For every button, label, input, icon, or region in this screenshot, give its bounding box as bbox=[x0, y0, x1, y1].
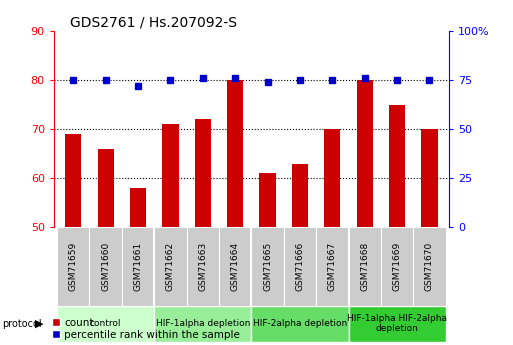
Bar bbox=[251, 227, 284, 306]
Bar bbox=[219, 227, 251, 306]
Text: GSM71667: GSM71667 bbox=[328, 242, 337, 291]
Bar bbox=[195, 119, 211, 227]
Text: HIF-1alpha depletion: HIF-1alpha depletion bbox=[155, 319, 250, 328]
Bar bbox=[348, 227, 381, 306]
Text: GSM71666: GSM71666 bbox=[295, 242, 304, 291]
Text: control: control bbox=[90, 319, 122, 328]
Bar bbox=[57, 306, 154, 342]
Bar bbox=[187, 227, 219, 306]
Text: GSM71661: GSM71661 bbox=[133, 242, 143, 291]
Text: GSM71669: GSM71669 bbox=[392, 242, 402, 291]
Bar bbox=[413, 227, 446, 306]
Text: GSM71670: GSM71670 bbox=[425, 242, 434, 291]
Bar bbox=[316, 227, 348, 306]
Text: GDS2761 / Hs.207092-S: GDS2761 / Hs.207092-S bbox=[70, 16, 236, 30]
Text: GSM71660: GSM71660 bbox=[101, 242, 110, 291]
Bar bbox=[292, 164, 308, 227]
Text: GSM71659: GSM71659 bbox=[69, 242, 78, 291]
Text: ▶: ▶ bbox=[35, 319, 44, 329]
Bar bbox=[251, 306, 348, 342]
Bar bbox=[89, 227, 122, 306]
Bar bbox=[324, 129, 341, 227]
Text: GSM71665: GSM71665 bbox=[263, 242, 272, 291]
Bar bbox=[154, 306, 251, 342]
Bar bbox=[357, 80, 373, 227]
Bar bbox=[130, 188, 146, 227]
Bar bbox=[57, 227, 89, 306]
Bar bbox=[122, 227, 154, 306]
Text: GSM71663: GSM71663 bbox=[199, 242, 207, 291]
Bar bbox=[97, 149, 114, 227]
Text: HIF-2alpha depletion: HIF-2alpha depletion bbox=[253, 319, 347, 328]
Bar bbox=[260, 173, 275, 227]
Bar bbox=[154, 227, 187, 306]
Bar bbox=[348, 306, 446, 342]
Text: GSM71662: GSM71662 bbox=[166, 242, 175, 291]
Bar bbox=[421, 129, 438, 227]
Bar bbox=[65, 134, 82, 227]
Bar bbox=[381, 227, 413, 306]
Bar bbox=[284, 227, 316, 306]
Text: protocol: protocol bbox=[3, 319, 42, 329]
Bar bbox=[162, 124, 179, 227]
Legend: count, percentile rank within the sample: count, percentile rank within the sample bbox=[51, 318, 240, 340]
Text: HIF-1alpha HIF-2alpha
depletion: HIF-1alpha HIF-2alpha depletion bbox=[347, 314, 447, 333]
Bar bbox=[227, 80, 243, 227]
Text: GSM71664: GSM71664 bbox=[231, 242, 240, 291]
Text: GSM71668: GSM71668 bbox=[360, 242, 369, 291]
Bar bbox=[389, 105, 405, 227]
